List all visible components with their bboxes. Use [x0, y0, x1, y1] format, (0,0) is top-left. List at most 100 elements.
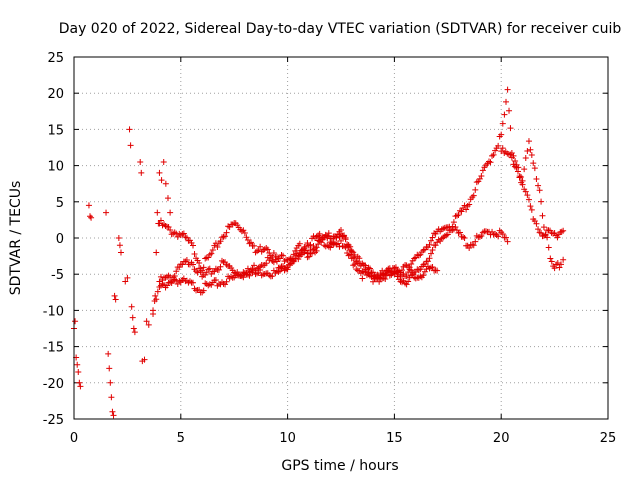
data-point — [356, 255, 363, 262]
data-point — [157, 273, 164, 280]
data-point — [251, 267, 258, 274]
data-point — [434, 239, 441, 246]
data-point — [141, 356, 148, 363]
data-point — [463, 206, 470, 213]
data-point — [449, 223, 456, 230]
data-point — [153, 249, 160, 256]
data-point — [535, 226, 542, 233]
data-point — [217, 263, 224, 270]
data-point — [244, 236, 251, 243]
data-point — [429, 234, 436, 241]
data-point — [154, 288, 161, 295]
data-point — [174, 280, 181, 287]
data-point — [302, 243, 309, 250]
data-point — [348, 248, 355, 255]
data-point — [214, 244, 221, 251]
data-point — [535, 182, 542, 189]
data-point — [342, 244, 349, 251]
data-point — [362, 262, 369, 269]
data-point — [127, 142, 134, 149]
data-point — [299, 246, 306, 253]
data-point — [513, 164, 520, 171]
data-point — [103, 209, 110, 216]
data-point — [495, 233, 502, 240]
data-point — [461, 235, 468, 242]
data-point — [88, 214, 95, 221]
data-point — [514, 168, 521, 175]
data-point — [507, 125, 514, 132]
data-point — [280, 263, 287, 270]
data-point — [131, 329, 138, 336]
data-point — [466, 201, 473, 208]
grid — [74, 57, 608, 419]
data-point — [432, 242, 439, 249]
data-point — [116, 242, 123, 249]
data-point — [351, 253, 358, 260]
data-point — [457, 207, 464, 214]
data-point — [498, 131, 505, 138]
data-point — [554, 259, 561, 266]
data-point — [130, 325, 137, 332]
data-point — [223, 278, 230, 285]
data-point — [522, 188, 529, 195]
data-point — [470, 242, 477, 249]
data-point — [336, 243, 343, 250]
data-point — [527, 146, 534, 153]
data-point — [217, 238, 224, 245]
data-point — [309, 246, 316, 253]
data-point — [137, 158, 144, 165]
data-point — [280, 252, 287, 259]
data-point — [444, 231, 451, 238]
data-point — [428, 250, 435, 257]
data-point — [531, 165, 538, 172]
data-point — [558, 261, 565, 268]
y-tick-label: 25 — [47, 51, 64, 66]
data-point — [173, 268, 180, 275]
data-point — [72, 318, 79, 325]
data-point — [108, 394, 115, 401]
data-point — [109, 408, 116, 415]
plot-frame — [73, 56, 609, 420]
data-point — [499, 120, 506, 127]
data-point — [428, 264, 435, 271]
data-point — [247, 239, 254, 246]
data-point — [538, 198, 545, 205]
data-point — [406, 264, 413, 271]
data-point — [527, 203, 534, 210]
data-point — [264, 246, 271, 253]
data-point — [362, 268, 369, 275]
data-point — [521, 166, 528, 173]
data-point — [292, 255, 299, 262]
y-tick-label: -20 — [43, 377, 64, 392]
y-tick-label: -25 — [43, 413, 64, 428]
data-point — [179, 231, 186, 238]
data-point — [263, 260, 270, 267]
data-point — [524, 148, 531, 155]
data-point — [338, 237, 344, 244]
data-point — [370, 278, 377, 285]
data-point — [222, 259, 229, 266]
data-point — [347, 251, 354, 258]
data-point — [254, 248, 261, 255]
data-point — [539, 212, 546, 219]
y-tick-label: -10 — [43, 304, 64, 319]
data-point — [176, 264, 183, 271]
data-point — [110, 412, 117, 419]
data-point — [479, 229, 486, 236]
x-tick-label: 25 — [600, 431, 617, 446]
y-tick-label: 0 — [56, 232, 64, 247]
data-point — [167, 279, 174, 286]
data-point — [76, 379, 83, 386]
data-point — [150, 307, 157, 314]
data-point — [366, 270, 373, 277]
data-point — [243, 234, 250, 241]
data-point — [74, 361, 81, 368]
data-point — [452, 213, 459, 220]
x-axis-ticks: 0 5 10 15 20 25 — [70, 57, 616, 446]
data-point — [524, 192, 531, 199]
data-point — [538, 229, 545, 236]
data-point — [487, 159, 494, 166]
data-point — [191, 250, 198, 257]
data-point — [380, 275, 387, 282]
